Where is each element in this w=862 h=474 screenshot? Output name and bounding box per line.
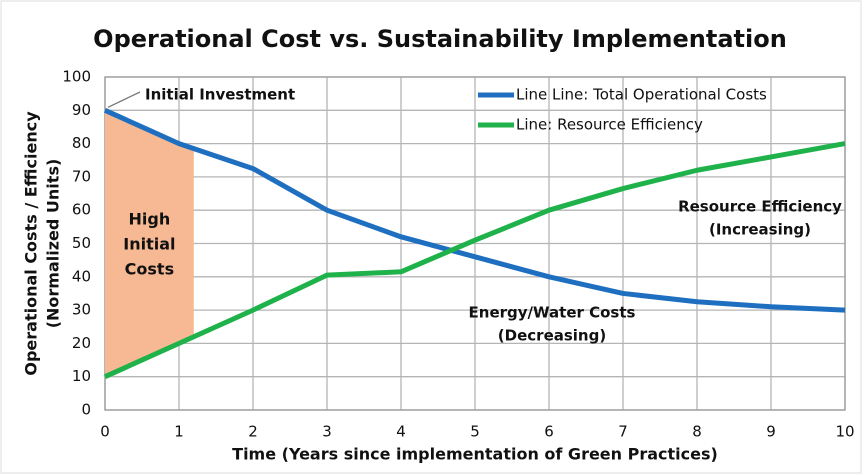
y-tick-label: 90 — [72, 101, 91, 119]
annotation: (Decreasing) — [498, 327, 606, 345]
y-tick-label: 70 — [72, 167, 91, 185]
x-tick-label: 5 — [470, 423, 480, 441]
annotation: Resource Efficiency — [678, 198, 842, 216]
series-line — [103, 141, 846, 379]
x-tick-label: 8 — [692, 423, 702, 441]
x-tick-label: 4 — [396, 423, 406, 441]
x-tick-label: 9 — [766, 423, 776, 441]
x-axis-label: Time (Years since implementation of Gree… — [232, 445, 718, 464]
annotation: Initial Investment — [145, 86, 295, 104]
shaded-label: Initial — [123, 235, 175, 254]
y-tick-label: 80 — [72, 134, 91, 152]
shaded-label: Costs — [125, 260, 174, 279]
series-line — [103, 108, 846, 313]
x-tick-label: 7 — [618, 423, 628, 441]
y-tick-label: 20 — [72, 334, 91, 352]
annotation: (Increasing) — [709, 221, 811, 239]
x-tick-label: 3 — [322, 423, 332, 441]
x-tick-label: 0 — [100, 423, 110, 441]
y-tick-label: 0 — [81, 401, 91, 419]
y-tick-label: 40 — [72, 267, 91, 285]
y-axis-label: (Normalized Units) — [44, 159, 63, 329]
shaded-region — [105, 110, 194, 377]
x-tick-label: 6 — [544, 423, 554, 441]
shaded-label: High — [129, 210, 171, 229]
y-tick-label: 50 — [72, 234, 91, 252]
legend-label: Line: Resource Efficiency — [516, 116, 703, 134]
annotation-pointer — [107, 91, 141, 108]
legend-label: Line Line: Total Operational Costs — [516, 86, 767, 104]
chart-title: Operational Cost vs. Sustainability Impl… — [93, 25, 787, 53]
y-tick-label: 30 — [72, 301, 91, 319]
x-tick-label: 1 — [174, 423, 184, 441]
y-tick-label: 100 — [62, 68, 91, 86]
x-tick-label: 2 — [248, 423, 258, 441]
annotation: Energy/Water Costs — [469, 304, 636, 322]
x-tick-label: 10 — [835, 423, 854, 441]
y-axis-label: Operational Costs / Efficiency — [22, 111, 41, 376]
y-tick-label: 10 — [72, 367, 91, 385]
y-tick-label: 60 — [72, 201, 91, 219]
